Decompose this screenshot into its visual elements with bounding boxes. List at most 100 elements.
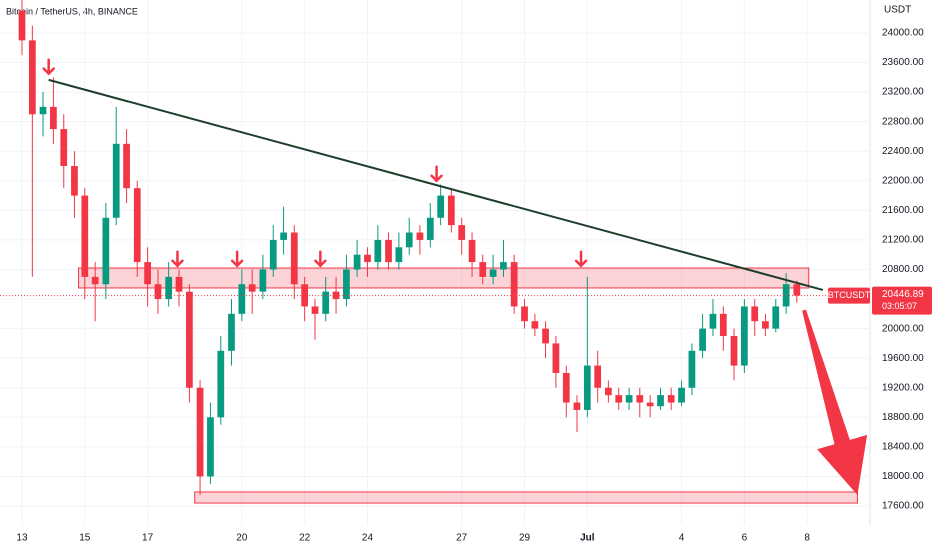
candle-body (144, 262, 151, 285)
price-tag (872, 286, 932, 315)
y-tick-label: 21200.00 (882, 235, 924, 246)
support-zone (194, 491, 858, 504)
chart-title: Bitcoin / TetherUS, 4h, BINANCE (6, 6, 138, 16)
candle-body (719, 313, 727, 337)
candle-body (269, 239, 277, 270)
symbol-tag (828, 287, 870, 304)
candle-body (699, 328, 706, 351)
candle-body (248, 284, 256, 292)
candle-body (91, 276, 99, 285)
candle-body (657, 395, 664, 407)
x-tick-label: 4 (679, 533, 685, 544)
candle-body (447, 195, 455, 226)
candle-body (479, 262, 487, 277)
candle-body (416, 232, 424, 240)
y-tick-label: 23600.00 (882, 57, 924, 68)
candle-body (772, 306, 780, 329)
candle-body (500, 262, 507, 270)
candle-body (102, 217, 110, 285)
arrow-marker (314, 250, 327, 268)
arrow-marker (430, 165, 443, 183)
candle-body (50, 106, 57, 130)
candle-body (531, 321, 539, 329)
candle-body (154, 284, 162, 300)
y-tick-label: 18000.00 (882, 471, 924, 482)
y-tick-label: 22800.00 (882, 116, 924, 127)
y-tick-label: 22000.00 (882, 175, 924, 186)
candle-body (60, 129, 68, 167)
candle-body (353, 254, 361, 270)
y-tick-label: 17600.00 (882, 501, 924, 512)
candle-body (615, 395, 623, 403)
y-tick-label: 21600.00 (882, 205, 924, 216)
candle-body (667, 395, 675, 403)
candle-body (71, 166, 78, 196)
arrow-marker (574, 250, 588, 268)
symbol-label: BTCUSDT (828, 290, 871, 300)
x-tick-label: 22 (299, 533, 311, 544)
x-tick-label: 20 (236, 533, 248, 544)
candle-body (542, 328, 549, 344)
candle-body (28, 40, 36, 115)
candle-body (175, 276, 183, 292)
arrow-marker (42, 58, 55, 76)
candle-body (364, 254, 371, 263)
candle-body (385, 239, 392, 263)
candle-body (123, 143, 130, 189)
candle-body (405, 232, 413, 248)
candle-body (762, 321, 769, 329)
candle-body (81, 195, 89, 277)
candle-body (678, 387, 685, 403)
candle-body (730, 336, 738, 366)
y-tick-label: 19600.00 (882, 353, 924, 364)
candle-body (165, 276, 173, 300)
y-tick-label: 18400.00 (882, 442, 924, 453)
arrow-marker (230, 250, 244, 268)
candle-body (280, 232, 287, 240)
x-tick-label: 24 (362, 533, 374, 544)
candle-body (521, 306, 528, 322)
candle-body (636, 395, 644, 403)
candle-body (793, 284, 801, 296)
axis-unit: USDT (884, 5, 911, 16)
x-tick-label: 8 (804, 533, 810, 544)
last-price-label: 20446.89 (882, 289, 924, 300)
candle-body (301, 284, 309, 307)
candle-body (374, 239, 382, 263)
candle-body (343, 269, 350, 300)
y-tick-label: 20800.00 (882, 264, 924, 275)
candle-body (510, 262, 518, 307)
candle-body (290, 232, 298, 285)
trendline (48, 78, 824, 291)
y-tick-label: 23200.00 (882, 87, 924, 98)
candle-body (594, 365, 602, 388)
candle-body (426, 217, 434, 240)
candle-body (552, 343, 560, 373)
candle-body (489, 269, 497, 277)
candle-body (186, 291, 193, 388)
x-tick-label: 29 (519, 533, 531, 544)
candle-body (39, 106, 47, 115)
candle-body (688, 350, 696, 388)
candle-body (646, 402, 654, 407)
candle-body (562, 372, 570, 403)
candle-body (228, 313, 235, 351)
y-tick-label: 20000.00 (882, 323, 924, 334)
countdown-label: 03:05:07 (882, 301, 917, 311)
candle-body (112, 143, 120, 218)
x-tick-label: 13 (16, 533, 28, 544)
candle-body (605, 387, 612, 396)
candle-body (625, 395, 633, 403)
y-tick-label: 22400.00 (882, 146, 924, 157)
candle-body (259, 269, 267, 292)
y-tick-label: 19200.00 (882, 382, 924, 393)
candle-body (196, 387, 204, 477)
y-tick-label: 18800.00 (882, 412, 924, 423)
big-arrow (802, 309, 868, 495)
candle-body (751, 306, 759, 322)
candle-body (133, 188, 141, 263)
x-tick-label: 17 (142, 533, 154, 544)
candle-body (740, 306, 748, 366)
candle-body (709, 313, 717, 329)
